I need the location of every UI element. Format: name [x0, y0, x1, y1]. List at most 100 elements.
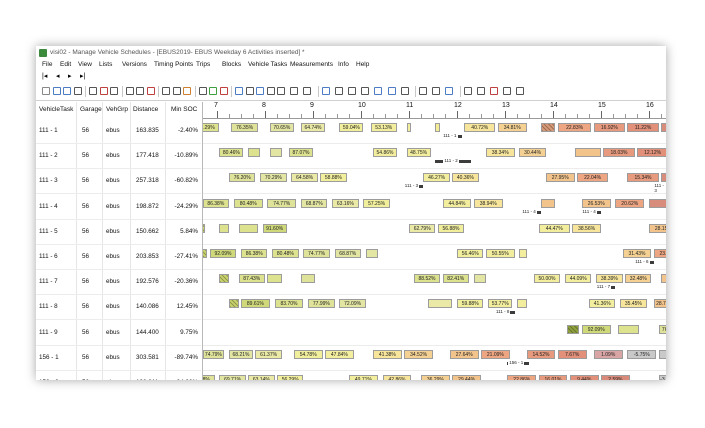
trip-bar[interactable]	[661, 274, 666, 284]
trip-bar[interactable]: 74.77%	[303, 249, 330, 258]
trip-bar[interactable]: 62.79%	[409, 223, 436, 233]
toolbar-icon-5[interactable]	[89, 87, 97, 95]
trip-bar[interactable]	[365, 249, 378, 258]
trip-bar[interactable]: 76.58%	[203, 375, 215, 380]
menu-blocks[interactable]: Blocks	[222, 61, 242, 68]
toolbar-icon-7[interactable]	[110, 87, 118, 95]
trip-bar[interactable]: 56.88%	[437, 223, 465, 233]
toolbar-icon-23[interactable]	[303, 87, 312, 95]
trip-bar[interactable]: 34.81%	[497, 123, 527, 132]
trip-bar[interactable]	[428, 299, 453, 309]
toolbar-icon-31[interactable]	[419, 87, 427, 95]
task-row[interactable]: 111 - 4 56 ebus 198.872 -24.29%	[36, 194, 201, 220]
menu-file[interactable]: File	[42, 61, 53, 68]
col-vehicletask-header[interactable]: VehicleTask	[39, 106, 74, 113]
trip-bar[interactable]: 22.04%	[577, 173, 609, 183]
first-record-button[interactable]: |◂	[42, 73, 48, 80]
toolbar-icon-29[interactable]	[387, 87, 396, 95]
menu-edit[interactable]: Edit	[60, 61, 72, 68]
trip-bar[interactable]: 22.83%	[557, 123, 592, 132]
trip-bar[interactable]: 9.44%	[569, 375, 599, 380]
toolbar-icon-18[interactable]	[245, 87, 254, 95]
col-minsoc-header[interactable]: Min SOC	[171, 106, 198, 113]
trip-bar[interactable]: 31.43%	[622, 249, 652, 258]
toolbar-icon-37[interactable]	[503, 87, 512, 95]
trip-bar[interactable]: 59.04%	[339, 123, 364, 132]
toolbar-icon-14[interactable]	[198, 87, 207, 95]
trip-bar[interactable]	[219, 223, 229, 233]
task-row[interactable]: 111 - 8 56 ebus 140.086 12.45%	[36, 294, 201, 321]
trip-bar[interactable]: 38.94%	[473, 198, 503, 208]
toolbar-icon-9[interactable]	[136, 87, 144, 95]
trip-bar[interactable]: 41.38%	[373, 349, 402, 359]
trip-bar[interactable]: 53.77%	[488, 299, 513, 309]
trip-bar[interactable]: 2.59%	[601, 375, 630, 380]
toolbar-icon-25[interactable]	[334, 87, 343, 95]
trip-bar[interactable]: 61.37%	[255, 349, 282, 359]
trip-bar[interactable]: 80.48%	[272, 249, 299, 258]
trip-bar[interactable]: 44.09%	[565, 274, 592, 284]
trip-bar[interactable]: 38.39%	[596, 274, 623, 284]
trip-bar[interactable]: 50.55%	[485, 249, 515, 258]
trip-bar[interactable]: 76.20%	[229, 173, 256, 183]
trip-bar[interactable]	[248, 148, 261, 158]
trip-bar[interactable]	[406, 123, 412, 132]
trip-bar[interactable]: 70.29%	[260, 173, 287, 183]
trip-bar[interactable]	[574, 148, 601, 158]
trip-bar[interactable]	[649, 198, 666, 208]
trip-bar[interactable]: 15.34%	[627, 173, 659, 183]
toolbar-icon-38[interactable]	[516, 87, 525, 95]
task-row[interactable]: 111 - 5 56 ebus 150.662 5.84%	[36, 219, 201, 245]
trip-bar[interactable]: 83.70%	[274, 299, 304, 309]
menu-help[interactable]: Help	[356, 61, 370, 68]
trip-bar[interactable]: 49.71%	[349, 375, 378, 380]
trip-bar[interactable]: 26.53%	[581, 198, 611, 208]
trip-bar[interactable]: 34.52%	[404, 349, 433, 359]
trip-bar[interactable]	[567, 324, 580, 334]
trip-bar[interactable]: 46.27%	[423, 173, 450, 183]
task-row[interactable]: 111 - 1 56 ebus 163.835 -2.40%	[36, 118, 201, 144]
trip-bar[interactable]: 72.09%	[339, 299, 366, 309]
trip-bar[interactable]	[301, 274, 316, 284]
task-row[interactable]: 111 - 9 56 ebus 144.400 9.75%	[36, 320, 201, 346]
menu-lists[interactable]: Lists	[99, 61, 113, 68]
trip-bar[interactable]: 30.44%	[519, 148, 546, 158]
trip-bar[interactable]	[617, 324, 640, 334]
trip-bar[interactable]: 87.07%	[289, 148, 313, 158]
toolbar-icon-30[interactable]	[400, 87, 409, 95]
trip-bar[interactable]: 80.48%	[233, 198, 263, 208]
trip-bar[interactable]: 74.79%	[203, 349, 225, 359]
trip-bar[interactable]	[219, 274, 229, 284]
trip-bar[interactable]: 27.64%	[449, 349, 479, 359]
trip-bar[interactable]: 82.29%	[203, 123, 220, 132]
task-row[interactable]: 111 - 3 56 ebus 257.318 -60.82%	[36, 168, 201, 195]
trip-bar[interactable]: 58.88%	[320, 173, 347, 183]
trip-bar[interactable]: 48.75%	[406, 148, 431, 158]
trip-bar[interactable]: 91.60%	[262, 223, 287, 233]
toolbar-icon-2[interactable]	[52, 87, 61, 95]
trip-bar[interactable]: 88.52%	[413, 274, 441, 284]
toolbar-icon-17[interactable]	[235, 87, 243, 95]
trip-bar[interactable]	[658, 349, 666, 359]
toolbar-icon-20[interactable]	[266, 87, 275, 95]
trip-bar[interactable]: 68.21%	[229, 349, 253, 359]
trip-bar[interactable]: 80.46%	[219, 148, 244, 158]
trip-bar[interactable]: 86.38%	[241, 249, 268, 258]
toolbar-icon-1[interactable]	[42, 87, 50, 95]
trip-bar[interactable]: 11.22%	[627, 123, 659, 132]
trip-bar[interactable]: 23.53	[653, 249, 666, 258]
trip-bar[interactable]	[229, 299, 239, 309]
trip-bar[interactable]: 63.16%	[332, 198, 359, 208]
trip-bar[interactable]: 76.88	[658, 324, 666, 334]
trip-bar[interactable]: 35.45%	[620, 299, 647, 309]
trip-bar[interactable]: 68.87%	[334, 249, 361, 258]
trip-bar[interactable]: 47.84%	[325, 349, 354, 359]
trip-bar[interactable]: 86.38%	[203, 198, 229, 208]
toolbar-icon-12[interactable]	[172, 87, 181, 95]
trip-bar[interactable]: 57.25%	[363, 198, 390, 208]
trip-bar[interactable]: 1.09%	[593, 349, 623, 359]
col-distance-header[interactable]: Distance	[133, 106, 159, 113]
toolbar-icon-24[interactable]	[321, 87, 330, 95]
trip-bar[interactable]: 27.95%	[545, 173, 575, 183]
trip-bar[interactable]: 68.87%	[301, 198, 328, 208]
